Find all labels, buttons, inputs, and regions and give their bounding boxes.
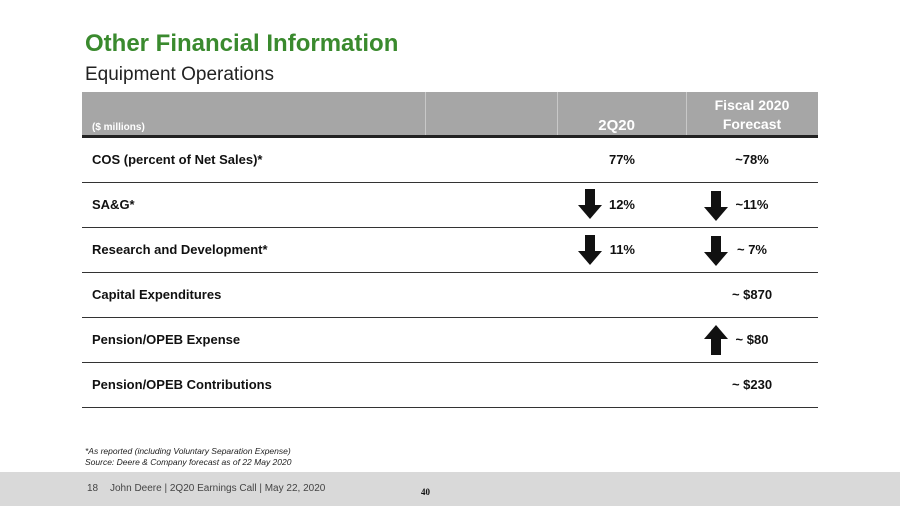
down-arrow [704, 236, 728, 266]
cell: 12% [608, 197, 635, 212]
table-row: Pension/OPEB Contributions ~ $230 [82, 363, 818, 408]
cell: ~ $80 [735, 332, 769, 347]
cell: 77% [608, 152, 635, 167]
row-label: Pension/OPEB Contributions [92, 377, 272, 392]
cell: ~ $230 [731, 377, 773, 392]
row-label: Capital Expenditures [92, 287, 222, 302]
row-label: SA&G* [92, 197, 135, 212]
down-arrow [578, 235, 602, 265]
column-header: ($ millions) [92, 122, 145, 133]
down-arrow [704, 191, 728, 221]
column-header: Fiscal 2020 Forecast [714, 97, 790, 132]
row-label: Pension/OPEB Expense [92, 332, 241, 347]
table-row: Pension/OPEB Expense ~ $80 [82, 318, 818, 363]
table-row: Capital Expenditures ~ $870 [82, 273, 818, 318]
row-label: COS (percent of Net Sales)* [92, 152, 263, 167]
footer: 18 John Deere | 2Q20 Earnings Call | May… [0, 472, 900, 506]
footnote: Source: Deere & Company forecast as of 2… [85, 457, 292, 467]
cell: 11% [609, 242, 635, 257]
footer-text: John Deere | 2Q20 Earnings Call | May 22… [110, 483, 326, 494]
page-number: 18 [87, 483, 99, 494]
row-label: Research and Development* [92, 242, 268, 257]
cell: ~11% [735, 197, 769, 212]
down-arrow [578, 189, 602, 219]
cell: ~ $870 [731, 287, 773, 302]
cell: ~ 7% [737, 242, 767, 257]
table-header: ($ millions) 2Q20 Fiscal 2020 Forecast [82, 92, 818, 138]
title: Other Financial Information [85, 30, 399, 57]
footnote: *As reported (including Voluntary Separa… [85, 446, 291, 456]
doc-number: 40 [421, 487, 430, 497]
table-row: COS (percent of Net Sales)* 77% ~78% [82, 138, 818, 183]
table-row: Research and Development* 11% ~ 7% [82, 228, 818, 273]
cell: ~78% [735, 152, 769, 167]
column-header: 2Q20 [598, 117, 635, 134]
table-row: SA&G* 12% ~11% [82, 183, 818, 228]
subtitle: Equipment Operations [85, 64, 275, 85]
up-arrow [704, 325, 728, 355]
